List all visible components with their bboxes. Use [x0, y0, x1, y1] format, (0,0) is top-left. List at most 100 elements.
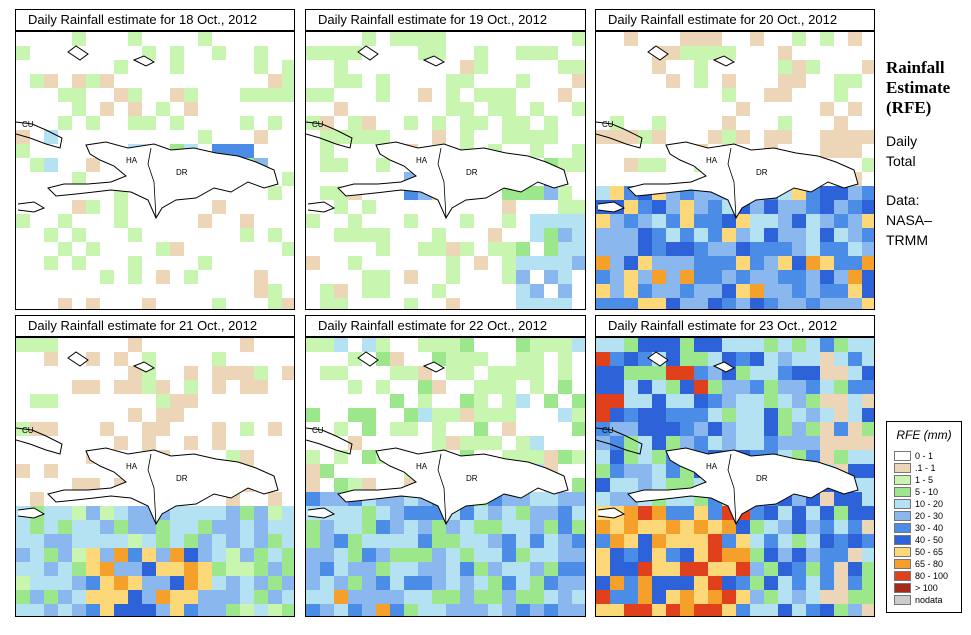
rainfall-cell: [722, 270, 736, 284]
rainfall-cell: [722, 88, 736, 102]
rainfall-cell: [320, 492, 334, 506]
rainfall-cell: [198, 32, 212, 46]
rainfall-cell: [694, 60, 708, 74]
rainfall-cell: [764, 380, 778, 394]
rainfall-cell: [624, 256, 638, 270]
rainfall-cell: [708, 130, 722, 144]
rainfall-cell: [624, 450, 638, 464]
rainfall-cell: [488, 380, 502, 394]
rainfall-cell: [170, 506, 184, 520]
rainfall-cell: [404, 548, 418, 562]
rainfall-cell: [694, 576, 708, 590]
rainfall-cell: [680, 200, 694, 214]
rainfall-cell: [764, 590, 778, 604]
rainfall-cell: [348, 352, 362, 366]
rainfall-cell: [170, 604, 184, 616]
rainfall-cell: [334, 130, 348, 144]
rainfall-cell: [792, 270, 806, 284]
rainfall-cell: [530, 366, 544, 380]
rainfall-cell: [488, 590, 502, 604]
rainfall-cell: [446, 102, 460, 116]
rainfall-cell: [652, 60, 666, 74]
rainfall-cell: [638, 228, 652, 242]
rainfall-cell: [432, 130, 446, 144]
rainfall-cell: [708, 562, 722, 576]
rainfall-cell: [572, 74, 585, 88]
rainfall-cell: [862, 422, 874, 436]
rainfall-cell: [334, 298, 348, 309]
rainfall-cell: [404, 32, 418, 46]
rainfall-cell: [502, 256, 516, 270]
rainfall-cell: [624, 228, 638, 242]
rainfall-cell: [862, 256, 874, 270]
rainfall-cell: [404, 506, 418, 520]
rainfall-cell: [488, 408, 502, 422]
jamaica-outline: [17, 201, 46, 213]
rainfall-cell: [572, 32, 585, 46]
rainfall-cell: [156, 422, 170, 436]
rainfall-cell: [156, 548, 170, 562]
rainfall-cell: [212, 380, 226, 394]
rainfall-cell: [862, 228, 874, 242]
hispaniola-outline: [337, 141, 569, 220]
rainfall-map-svg: CU HA DR: [16, 32, 294, 309]
rainfall-cell: [516, 256, 530, 270]
rainfall-cell: [502, 102, 516, 116]
rainfall-cell: [516, 242, 530, 256]
rainfall-cell: [254, 576, 268, 590]
rainfall-cell: [722, 408, 736, 422]
rainfall-cell: [530, 590, 544, 604]
rainfall-cell: [320, 590, 334, 604]
haiti-dr-border: [727, 453, 737, 525]
rainfall-cell: [240, 422, 254, 436]
rfe-title-line: Rainfall: [886, 58, 945, 77]
rainfall-cell: [362, 200, 376, 214]
rainfall-cell: [156, 604, 170, 616]
rainfall-cell: [334, 102, 348, 116]
rainfall-cell: [334, 520, 348, 534]
rainfall-cell: [198, 256, 212, 270]
rainfall-cell: [488, 576, 502, 590]
rainfall-cell: [610, 436, 624, 450]
rainfall-cell: [862, 394, 874, 408]
rainfall-cell: [708, 576, 722, 590]
rainfall-cell: [806, 338, 820, 352]
rainfall-cell: [502, 534, 516, 548]
rainfall-cell: [558, 450, 572, 464]
rainfall-cell: [530, 506, 544, 520]
rainfall-cell: [624, 436, 638, 450]
rainfall-cell: [320, 186, 334, 200]
rainfall-cell: [652, 380, 666, 394]
rainfall-cell: [376, 534, 390, 548]
rainfall-cell: [862, 478, 874, 492]
rainfall-cell: [306, 548, 320, 562]
rainfall-cell: [320, 144, 334, 158]
rainfall-cell: [362, 548, 376, 562]
rainfall-cell: [638, 562, 652, 576]
rainfall-cell: [362, 562, 376, 576]
rainfall-cell: [142, 298, 156, 309]
rainfall-cell: [128, 506, 142, 520]
rainfall-cell: [86, 242, 100, 256]
rainfall-cell: [820, 214, 834, 228]
rainfall-cell: [72, 576, 86, 590]
cuba-outline: [306, 427, 353, 455]
rainfall-cell: [362, 130, 376, 144]
rainfall-cell: [530, 562, 544, 576]
rainfall-cell: [652, 576, 666, 590]
rainfall-cell: [764, 394, 778, 408]
rainfall-cell: [544, 562, 558, 576]
rainfall-cell: [30, 394, 44, 408]
rainfall-cell: [558, 506, 572, 520]
rainfall-cell: [376, 562, 390, 576]
rainfall-cell: [708, 436, 722, 450]
rainfall-cell: [544, 228, 558, 242]
rainfall-cell: [764, 534, 778, 548]
rainfall-cell: [128, 366, 142, 380]
rainfall-cell: [820, 422, 834, 436]
rainfall-cell: [184, 102, 198, 116]
rainfall-cell: [610, 534, 624, 548]
rainfall-cell: [708, 46, 722, 60]
rainfall-cell: [170, 88, 184, 102]
rainfall-cell: [44, 604, 58, 616]
